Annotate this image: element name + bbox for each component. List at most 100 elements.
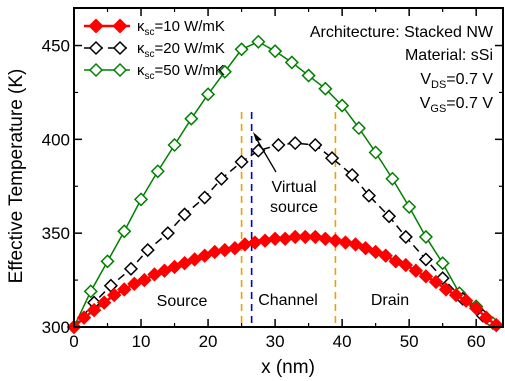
virtual-source-label-line1: Virtual: [271, 179, 316, 196]
material-label: Material: sSi: [405, 47, 493, 64]
data-point-0: [107, 287, 122, 303]
data-point-2: [217, 64, 232, 79]
y-axis-label: Effective Temperature (K): [6, 69, 27, 284]
legend-marker-0: [88, 18, 104, 34]
data-point-1: [381, 209, 397, 224]
data-point-2: [301, 68, 316, 83]
data-point-0: [187, 252, 202, 267]
architecture-label: Architecture: Stacked NW: [310, 24, 494, 41]
data-point-1: [308, 137, 323, 153]
y-tick-label: 300: [42, 318, 70, 337]
data-point-2: [150, 164, 165, 179]
data-point-1: [271, 137, 286, 153]
data-point-2: [351, 121, 366, 136]
data-point-2: [201, 87, 216, 102]
data-point-0: [348, 237, 363, 252]
data-point-2: [402, 199, 417, 214]
data-point-2: [133, 192, 149, 207]
series-2: [66, 34, 501, 335]
legend-marker-0: [112, 18, 128, 34]
data-point-0: [378, 248, 393, 263]
data-point-0: [267, 231, 283, 247]
y-tick-label: 350: [42, 224, 70, 243]
data-point-0: [408, 263, 424, 278]
data-point-0: [86, 302, 102, 318]
data-point-2: [100, 254, 115, 269]
data-point-1: [197, 190, 212, 205]
data-point-0: [76, 310, 92, 325]
data-point-1: [140, 243, 155, 258]
plot-frame: [73, 7, 504, 328]
legend-marker-2: [112, 62, 128, 78]
data-point-0: [388, 254, 403, 269]
legend-label-2: κsc=50 W/mK: [137, 62, 225, 82]
data-point-1: [160, 226, 175, 241]
data-point-2: [284, 55, 299, 70]
data-point-2: [418, 229, 433, 244]
data-point-2: [318, 81, 333, 96]
data-point-0: [458, 293, 474, 308]
data-point-1: [435, 271, 450, 286]
data-point-1: [288, 136, 303, 151]
data-point-0: [227, 240, 243, 256]
data-point-0: [438, 282, 454, 297]
data-point-1: [251, 143, 266, 158]
channel-region-label: Channel: [258, 292, 318, 309]
data-point-2: [435, 256, 450, 271]
data-point-0: [418, 269, 434, 284]
data-point-0: [368, 244, 383, 260]
data-point-0: [428, 274, 444, 290]
data-point-1: [418, 252, 433, 267]
legend-label-0: κsc=10 W/mK: [137, 18, 225, 38]
data-point-0: [298, 229, 313, 245]
data-point-0: [96, 295, 112, 310]
x-axis-label: x (nm): [261, 357, 315, 378]
data-point-0: [468, 301, 484, 316]
source-region-label: Source: [157, 293, 208, 310]
data-point-2: [251, 34, 266, 49]
legend-marker-1: [88, 40, 104, 56]
legend-marker-2: [88, 62, 104, 78]
x-tick-label: 40: [333, 332, 352, 351]
data-point-0: [358, 240, 373, 256]
data-point-0: [177, 255, 192, 271]
data-point-2: [167, 137, 182, 153]
vds-label: VDS=0.7 V: [420, 71, 493, 91]
virtual-source-arrow: [255, 137, 277, 173]
data-point-0: [308, 229, 323, 245]
data-point-2: [335, 98, 350, 113]
x-tick-label: 60: [467, 332, 486, 351]
data-point-0: [338, 235, 353, 250]
data-point-1: [177, 207, 192, 222]
x-tick-label: 10: [132, 332, 151, 351]
data-point-1: [361, 188, 376, 203]
data-point-0: [398, 257, 414, 273]
series-group: [66, 34, 504, 335]
data-point-2: [234, 42, 249, 57]
data-point-1: [398, 229, 413, 244]
x-tick-label: 50: [400, 332, 419, 351]
legend-marker-1: [112, 40, 128, 56]
data-point-0: [217, 242, 233, 258]
data-point-0: [247, 235, 263, 250]
data-point-2: [184, 111, 199, 126]
series-0: [66, 229, 504, 335]
data-point-0: [117, 282, 132, 297]
data-point-0: [157, 263, 172, 278]
drain-region-label: Drain: [371, 292, 409, 309]
data-point-0: [167, 259, 182, 275]
series-line-2: [73, 40, 494, 328]
data-point-1: [345, 167, 360, 183]
data-point-1: [234, 154, 249, 169]
data-point-1: [325, 151, 340, 166]
data-point-0: [489, 317, 504, 333]
data-point-2: [268, 44, 283, 59]
data-point-2: [385, 171, 400, 186]
virtual-source-arrowhead: [253, 132, 262, 141]
legend-label-1: κsc=20 W/mK: [137, 40, 225, 60]
axis-ticks: 0 10 20 30 40 50 60 300 350 400 450: [42, 8, 503, 351]
data-point-2: [117, 224, 132, 239]
data-point-1: [214, 171, 229, 186]
data-point-0: [479, 310, 494, 325]
